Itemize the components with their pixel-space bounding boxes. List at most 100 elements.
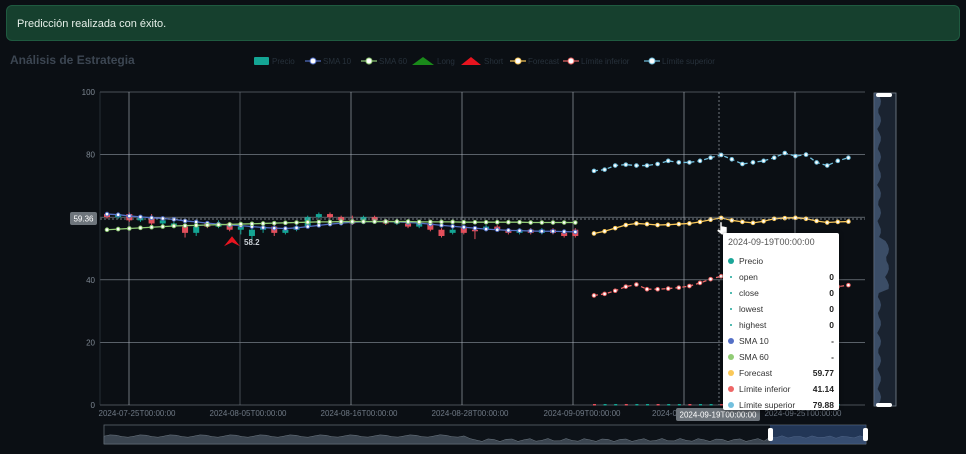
series-point [216,222,221,228]
candle [360,217,367,221]
series-point [104,227,110,233]
candle [237,226,244,230]
baseline-marker [699,404,702,406]
series-point [271,220,277,226]
series-point [687,221,692,226]
tooltip-row: Precio [728,253,834,269]
series-point [517,219,522,225]
series-point [238,221,244,227]
series-point [708,276,713,282]
series-point [550,228,556,234]
page-title: Análisis de Estrategia [10,53,135,67]
series-point [405,219,411,224]
series-point [127,226,132,231]
series-point [483,226,489,232]
series-point [561,229,567,234]
zoom-slider-handle-left [768,428,773,441]
series-point [361,219,366,224]
series-point [655,222,660,228]
y-tick-label: 80 [86,151,95,160]
series-point [193,223,199,228]
zoom-slider-handle-right [863,428,868,441]
success-toast: Predicción realizada con éxito. [6,5,960,41]
tooltip-row: Límite inferior 41.14 [728,381,834,397]
series-point [182,223,188,228]
series-point [283,226,288,231]
series-point [761,158,766,164]
y-tick-label: 0 [91,401,96,410]
tooltip-row: highest 0 [728,317,834,333]
legend-marker [254,57,269,65]
series-point [793,153,798,159]
series-point [687,160,692,165]
series-point [676,285,682,290]
tooltip-value: 59.77 [812,368,834,378]
tooltip-label: close [739,288,759,298]
series-point [416,219,422,225]
series-point [761,218,766,224]
series-point [814,160,819,165]
baseline-marker [603,404,607,406]
series-point [708,155,713,161]
series-point [138,225,143,231]
series-point [835,158,841,164]
series-point [205,222,210,228]
zoom-slider-preview [103,434,867,445]
tooltip-value: 79.88 [812,400,834,410]
series-point [676,221,682,227]
x-tick-label: 2024-08-28T00:00:00 [432,409,510,418]
series-point [612,288,618,294]
tooltip-value: 0 [829,304,834,314]
vertical-zoom-preview [874,93,889,406]
x-tick-label: 2024-09-09T00:00:00 [544,409,622,418]
baseline-marker [614,404,618,406]
baseline-marker [635,404,639,406]
candle [449,229,456,233]
series-point [846,219,851,224]
tooltip-label: SMA 60 [739,352,769,362]
legend-label: Forecast [528,57,560,66]
baseline-marker [646,404,649,406]
tooltip-row: SMA 10 - [728,333,834,349]
series-point [612,163,618,168]
series-point [665,286,671,291]
tooltip-value: - [831,352,834,362]
series-point [835,219,841,225]
legend-marker [514,57,522,65]
baseline-marker [656,404,660,406]
x-tick-label: 2024-08-16T00:00:00 [321,409,399,418]
series-point [655,161,660,167]
series-point [494,227,500,233]
series-point [138,214,143,220]
x-tick-label: 2024-0 [652,409,677,418]
tooltip-row: close 0 [728,285,834,301]
series-point [729,218,735,223]
legend-label: Precio [272,57,295,66]
tooltip-row: lowest 0 [728,301,834,317]
series-point [591,231,597,236]
tooltip-series-marker [728,258,734,264]
series-point [634,163,639,168]
series-point [824,163,830,168]
tooltip-label: highest [739,320,767,330]
series-point [665,158,671,164]
baseline-marker [624,404,628,406]
series-point [539,220,545,225]
baseline-marker [677,404,681,406]
legend-label: Límite inferior [581,57,630,66]
series-point [472,225,478,231]
series-point [550,220,556,225]
series-point [394,219,400,224]
series-point [350,219,355,224]
tooltip-series-marker [728,338,734,344]
tooltip-row: Límite superior 79.88 [728,397,834,413]
candle [282,229,289,233]
series-point [846,155,851,161]
series-point [814,218,819,224]
tooltip-label: open [739,272,758,282]
legend-label: SMA 10 [323,57,352,66]
series-point [428,219,433,225]
tooltip-series-marker [730,308,732,310]
tooltip-row: open 0 [728,269,834,285]
